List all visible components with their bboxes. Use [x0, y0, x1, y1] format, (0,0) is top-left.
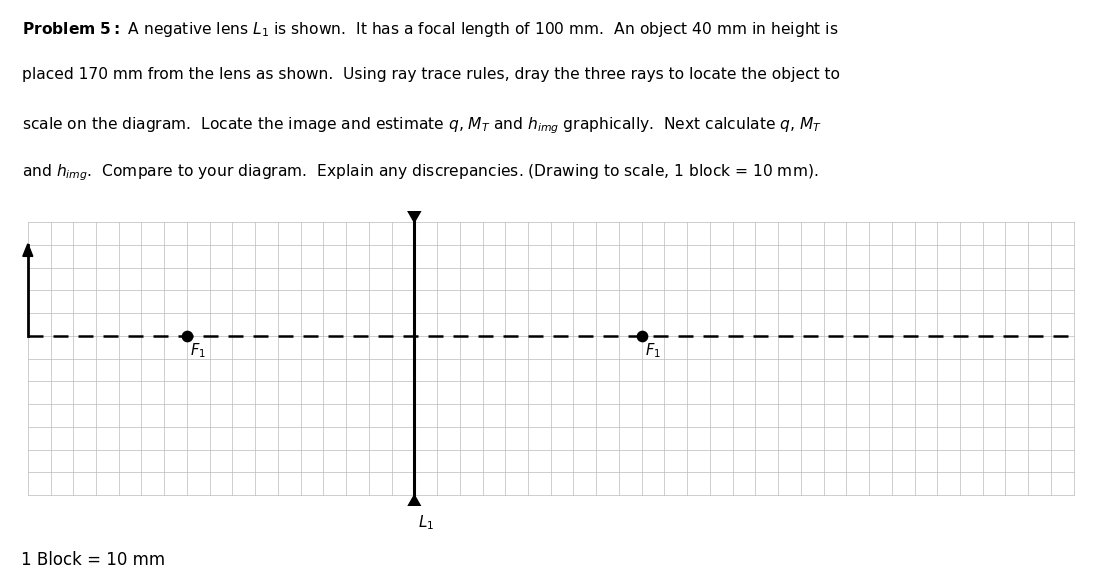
Polygon shape: [406, 206, 423, 222]
Polygon shape: [406, 495, 423, 511]
Polygon shape: [23, 244, 33, 256]
Text: $F_1$: $F_1$: [191, 342, 206, 360]
Point: [179, 331, 196, 340]
Text: scale on the diagram.  Locate the image and estimate $q$, $M_T$ and $h_{img}$ gr: scale on the diagram. Locate the image a…: [22, 115, 822, 136]
Text: $L_1$: $L_1$: [418, 513, 434, 532]
Text: $F_1$: $F_1$: [646, 342, 661, 360]
Text: and $h_{img}$.  Compare to your diagram.  Explain any discrepancies. (Drawing to: and $h_{img}$. Compare to your diagram. …: [22, 163, 819, 183]
Text: 1 Block = 10 mm: 1 Block = 10 mm: [21, 551, 165, 569]
Point: [632, 331, 650, 340]
Text: placed 170 mm from the lens as shown.  Using ray trace rules, dray the three ray: placed 170 mm from the lens as shown. Us…: [22, 67, 840, 82]
Text: $\bf{Problem\ 5:}$ A negative lens $L_1$ is shown.  It has a focal length of 100: $\bf{Problem\ 5:}$ A negative lens $L_1$…: [22, 19, 838, 39]
